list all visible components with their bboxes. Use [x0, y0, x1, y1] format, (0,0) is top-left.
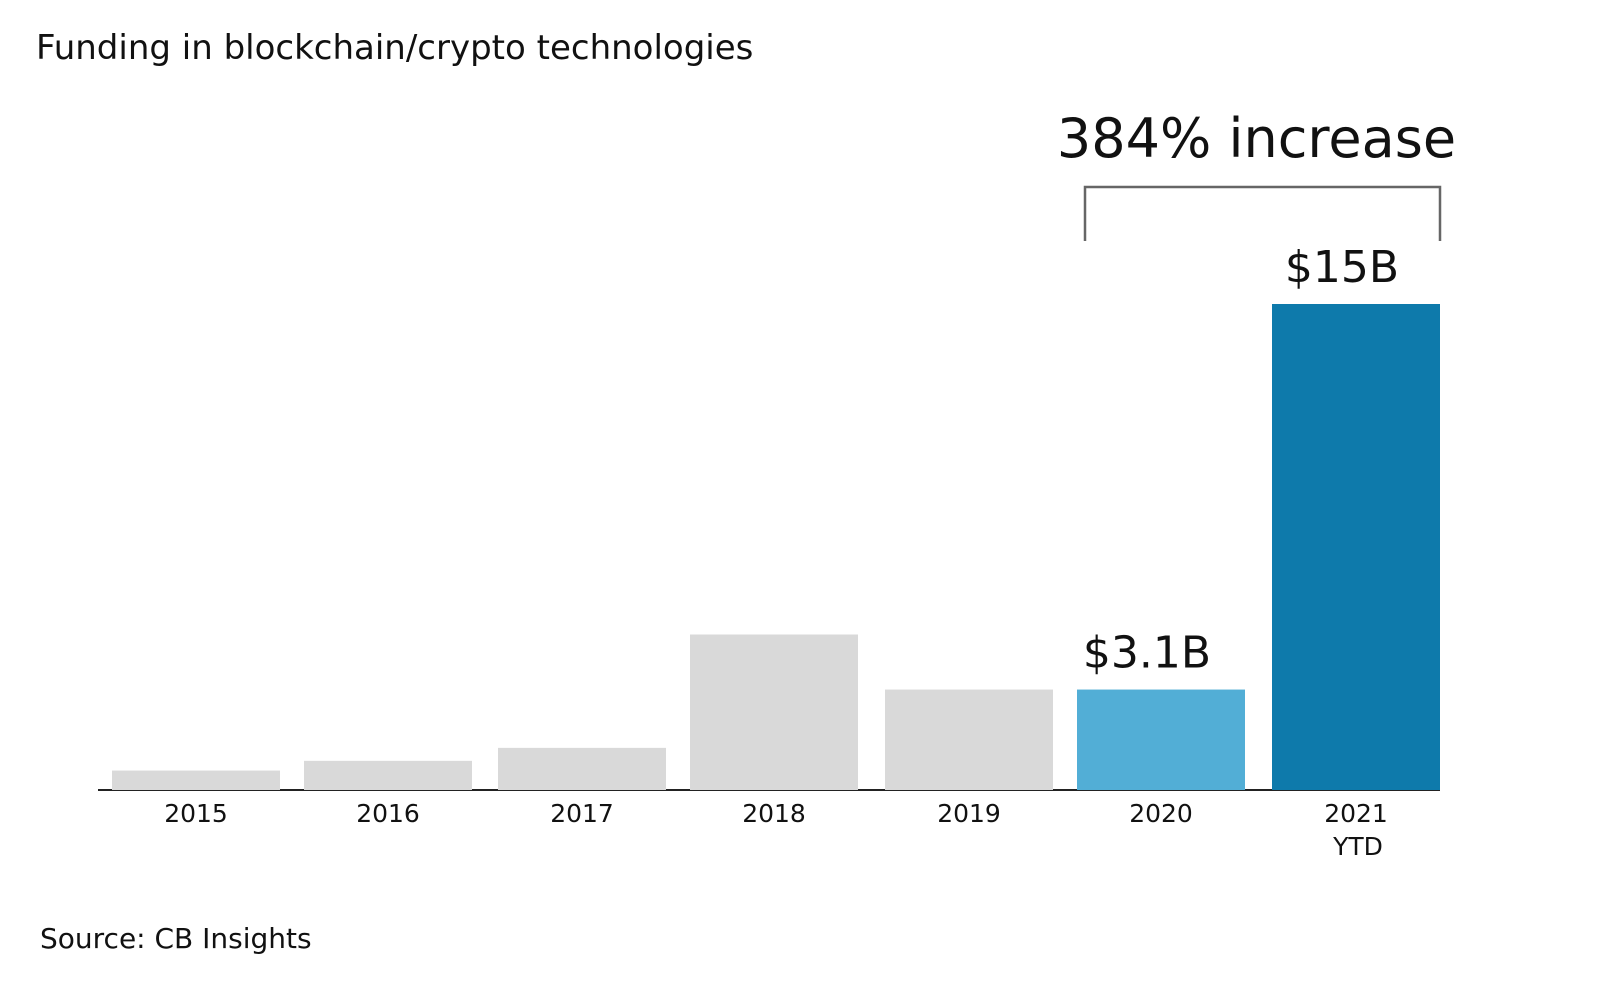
annotation-label: 384% increase [1057, 107, 1456, 170]
bar-2021 [1272, 304, 1440, 790]
x-tick-label-2015: 2015 [164, 799, 228, 828]
source-note: Source: CB Insights [40, 922, 312, 955]
x-tick-labels-group: 2015 2016 2017 2018 2019 2020 2021 YTD [164, 799, 1388, 861]
x-tick-label-2020: 2020 [1129, 799, 1193, 828]
bar-2016 [304, 760, 472, 790]
data-label-2020: $3.1B [1083, 628, 1211, 679]
bar-2019 [885, 689, 1053, 790]
chart-title: Funding in blockchain/crypto technologie… [36, 28, 754, 68]
x-tick-label-2018: 2018 [742, 799, 806, 828]
data-label-2021: $15B [1285, 242, 1399, 293]
x-tick-label-2017: 2017 [550, 799, 614, 828]
bar-2017 [498, 747, 666, 790]
x-tick-label-2021: 2021 [1324, 799, 1388, 828]
bar-2015 [112, 770, 280, 790]
bar-2018 [690, 634, 858, 790]
bars-group [112, 304, 1440, 790]
bar-2020 [1077, 689, 1245, 790]
x-tick-label-2016: 2016 [356, 799, 420, 828]
x-tick-label-ytd: YTD [1332, 832, 1383, 861]
data-labels-group: $3.1B $15B [1083, 242, 1399, 679]
x-tick-label-2019: 2019 [937, 799, 1001, 828]
annotation-bracket [1083, 185, 1442, 241]
